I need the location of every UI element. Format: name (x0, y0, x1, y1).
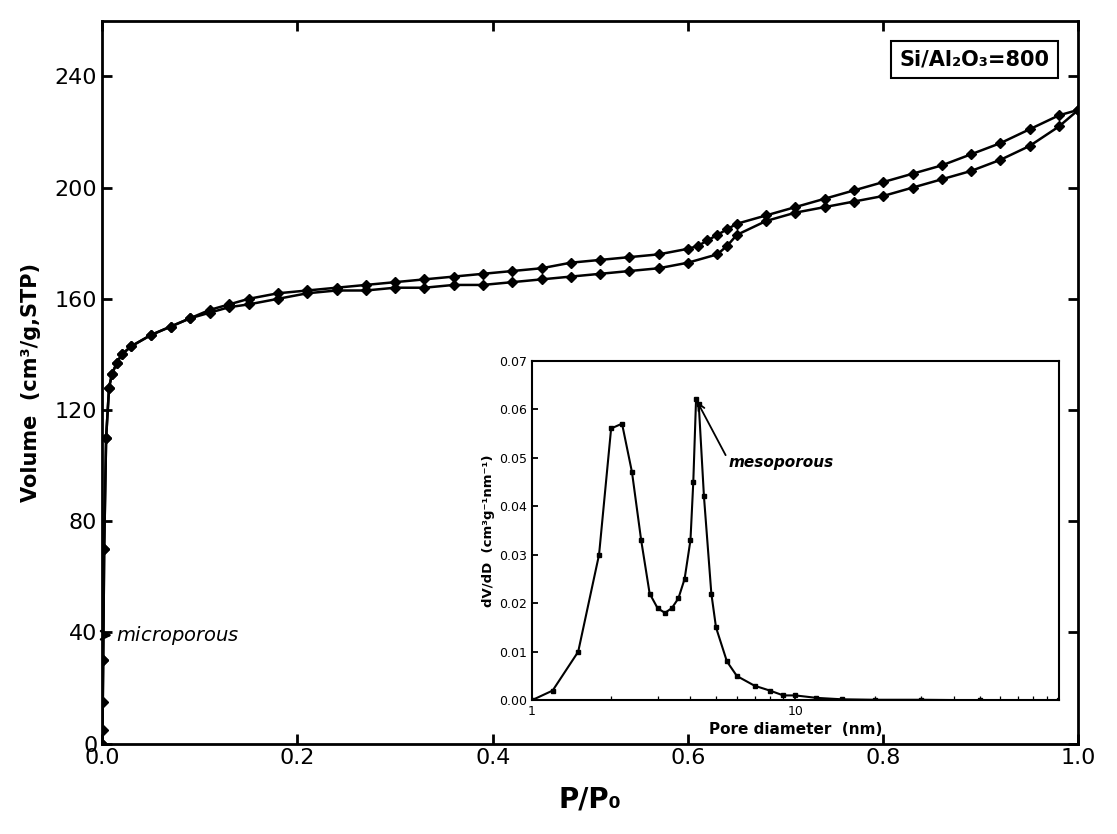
Text: Si/Al₂O₃=800: Si/Al₂O₃=800 (899, 50, 1049, 70)
Text: $\it{microporous}$: $\it{microporous}$ (116, 624, 239, 646)
Y-axis label: Volume  (cm³/g,STP): Volume (cm³/g,STP) (21, 263, 41, 502)
X-axis label: P/P₀: P/P₀ (558, 785, 622, 813)
